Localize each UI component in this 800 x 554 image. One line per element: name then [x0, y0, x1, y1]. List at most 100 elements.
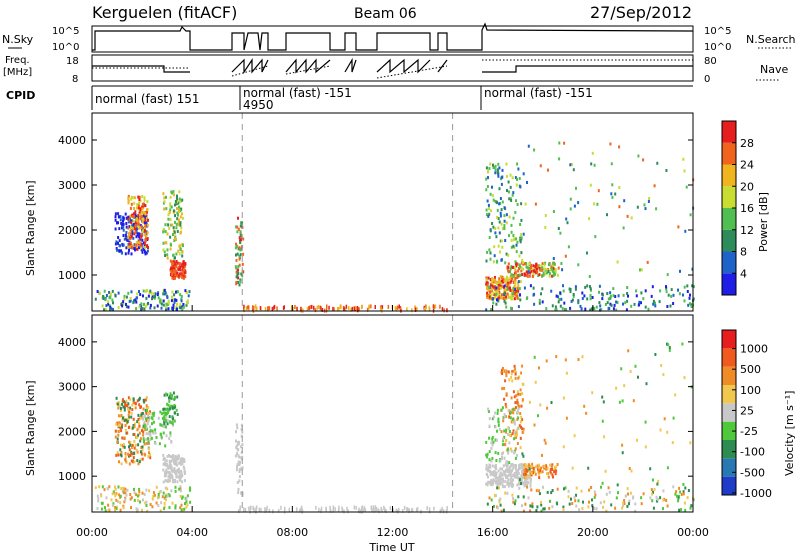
velocity-return-cell: [501, 457, 503, 460]
power-return-cell: [175, 305, 178, 309]
velocity-return-cell: [149, 410, 151, 414]
power-return-cell: [515, 264, 518, 268]
velocity-return-cell: [625, 494, 627, 498]
power-return-cell: [129, 206, 132, 210]
power-return-cell: [523, 286, 526, 290]
power-return-cell: [686, 284, 689, 288]
velocity-return-cell: [116, 451, 119, 455]
velocity-return-cell: [100, 507, 103, 511]
power-return-cell: [144, 246, 147, 249]
power-return-cell: [626, 299, 629, 303]
power-return-cell: [320, 306, 322, 311]
velocity-return-cell: [169, 420, 172, 424]
velocity-return-cell: [118, 404, 121, 408]
power-return-cell: [551, 267, 553, 271]
power-return-cell: [500, 284, 503, 288]
power-return-cell: [139, 199, 142, 203]
power-return-cell: [179, 209, 182, 213]
power-return-cell: [145, 233, 148, 236]
power-return-cell: [486, 199, 489, 203]
power-return-cell: [103, 308, 105, 312]
velocity-return-cell: [162, 468, 165, 472]
power-return-cell: [185, 291, 188, 294]
velocity-colorbar-segment: [722, 403, 736, 422]
power-return-cell: [144, 224, 147, 228]
power-return-cell: [485, 282, 488, 286]
power-return-cell: [156, 293, 159, 297]
power-return-cell: [503, 279, 506, 283]
velocity-return-cell: [151, 505, 154, 509]
velocity-return-cell: [514, 434, 517, 438]
velocity-return-cell: [165, 407, 168, 411]
power-return-cell: [500, 182, 503, 186]
velocity-return-cell: [353, 505, 356, 510]
power-return-cell: [511, 290, 514, 294]
power-return-cell: [540, 266, 543, 270]
power-return-cell: [516, 203, 519, 206]
time-x-axis: 00:00 04:00 08:00 12:00 16:00 20:00 00:00: [76, 305, 709, 539]
power-return-cell: [142, 294, 144, 298]
power-return-cell: [182, 260, 185, 264]
velocity-return-cell: [682, 490, 685, 494]
velocity-return-cell: [155, 436, 158, 439]
power-return-cell: [513, 284, 516, 288]
power-return-cell: [109, 305, 112, 309]
power-return-cell: [488, 236, 491, 239]
power-return-cell: [534, 264, 537, 268]
power-return-cell: [490, 277, 493, 281]
velocity-return-cell: [543, 438, 546, 442]
velocity-return-cell: [634, 509, 637, 513]
velocity-return-cell: [505, 439, 507, 443]
power-return-cell: [515, 183, 518, 187]
velocity-return-cell: [141, 457, 144, 461]
velocity-return-cell: [573, 495, 576, 499]
velocity-return-cell: [524, 462, 527, 466]
power-return-cell: [105, 304, 108, 308]
power-return-cell: [144, 252, 147, 256]
power-return-cell: [497, 299, 500, 303]
velocity-return-cell: [554, 472, 557, 476]
velocity-return-cell: [517, 376, 520, 380]
velocity-return-cell: [516, 475, 519, 479]
velocity-return-cell: [177, 457, 179, 461]
velocity-return-cell: [114, 508, 116, 512]
velocity-return-cell: [173, 458, 176, 462]
power-return-cell: [387, 304, 390, 309]
power-return-cell: [175, 196, 178, 200]
power-return-cell: [489, 192, 492, 196]
freq-frame: [91, 54, 694, 82]
velocity-return-cell: [491, 417, 494, 421]
velocity-return-cell: [255, 507, 257, 512]
velocity-return-cell: [140, 452, 143, 456]
velocity-return-cell: [503, 456, 506, 460]
velocity-return-cell: [521, 364, 524, 368]
power-return-cell: [175, 290, 177, 294]
velocity-return-cell: [144, 428, 147, 432]
power-return-cell: [144, 221, 147, 224]
velocity-return-cell: [169, 392, 172, 396]
power-return-cell: [494, 287, 497, 291]
velocity-return-cell: [173, 419, 176, 423]
x-tick-label: 00:00: [76, 526, 108, 539]
velocity-return-cell: [143, 420, 146, 424]
power-return-cell: [133, 207, 135, 210]
power-return-cell: [179, 266, 182, 270]
velocity-return-cell: [180, 460, 183, 464]
cpid-segment-2-sub: 4950: [243, 98, 274, 112]
velocity-return-cell: [500, 473, 503, 477]
velocity-return-cell: [166, 408, 169, 412]
velocity-return-cell: [415, 507, 418, 512]
velocity-return-cell: [165, 498, 167, 502]
velocity-return-cell: [268, 508, 271, 513]
power-return-cell: [370, 304, 372, 309]
velocity-return-cell: [504, 402, 507, 406]
velocity-return-cell: [515, 467, 518, 471]
power-return-cell: [626, 286, 629, 289]
power-return-cell: [512, 287, 515, 291]
power-return-cell: [552, 267, 555, 271]
power-return-cell: [617, 294, 620, 298]
power-return-cell: [569, 290, 572, 294]
power-return-cell: [237, 272, 240, 276]
power-return-cell: [178, 209, 180, 213]
power-return-cell: [658, 300, 661, 304]
